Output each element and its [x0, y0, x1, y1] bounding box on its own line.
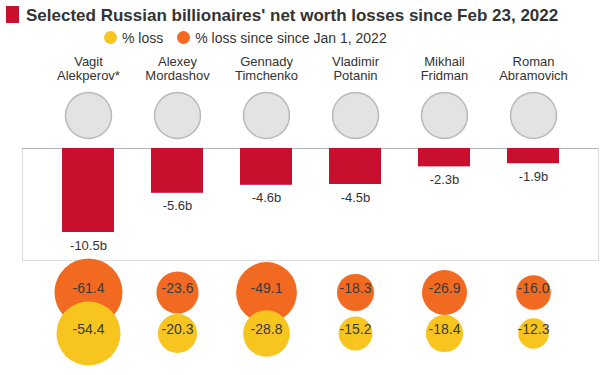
svg-text:-4.6b: -4.6b: [252, 190, 282, 205]
svg-text:-18.3: -18.3: [340, 280, 372, 296]
svg-text:-49.1: -49.1: [251, 280, 283, 296]
svg-text:-12.3: -12.3: [518, 321, 550, 337]
svg-text:-2.3b: -2.3b: [430, 172, 460, 187]
svg-text:-23.6: -23.6: [162, 280, 194, 296]
html-text:Selected Russian billionaires': Selected Russian billionaires' net worth…: [26, 6, 559, 25]
svg-text:-15.2: -15.2: [340, 321, 372, 337]
svg-text:-28.8: -28.8: [251, 321, 283, 337]
svg-text:-61.4: -61.4: [73, 280, 105, 296]
html-text:% loss: % loss: [122, 30, 164, 46]
svg-text:VladimirPotanin: VladimirPotanin: [332, 54, 380, 83]
svg-text:-4.5b: -4.5b: [341, 190, 371, 205]
svg-text:-26.9: -26.9: [429, 280, 461, 296]
svg-text:GennadyTimchenko: GennadyTimchenko: [235, 54, 298, 83]
svg-text:-18.4: -18.4: [429, 321, 461, 337]
svg-text:-10.5b: -10.5b: [70, 238, 107, 253]
svg-text:RomanAbramovich: RomanAbramovich: [499, 54, 568, 83]
svg-text:MikhailFridman: MikhailFridman: [421, 54, 469, 83]
svg-text:-20.3: -20.3: [162, 321, 194, 337]
svg-text:-54.4: -54.4: [73, 321, 105, 337]
svg-text:VagitAlekperov*: VagitAlekperov*: [57, 54, 120, 83]
svg-text:-5.6b: -5.6b: [163, 198, 193, 213]
svg-text:-16.0: -16.0: [518, 280, 550, 296]
svg-text:-1.9b: -1.9b: [519, 169, 549, 184]
html-text:% loss since since Jan 1, 2022: % loss since since Jan 1, 2022: [195, 30, 387, 46]
svg-text:AlexeyMordashov: AlexeyMordashov: [145, 54, 210, 83]
